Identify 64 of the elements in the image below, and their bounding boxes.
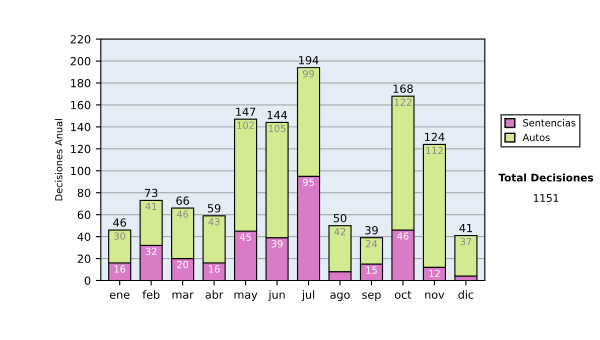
x-tick-label: ago <box>330 292 350 301</box>
total-label: 194 <box>299 56 319 64</box>
text: Total Decisiones <box>498 173 594 182</box>
data-label: 46 <box>176 210 188 218</box>
data-label: 16 <box>208 265 220 273</box>
data-label: 24 <box>366 240 378 248</box>
text: 1151 <box>534 194 558 202</box>
total-label: 41 <box>459 224 472 232</box>
y-tick-label: 140 <box>71 122 90 132</box>
y-tick-label: 100 <box>71 166 90 176</box>
data-label: 39 <box>272 240 283 248</box>
total-label: 39 <box>365 226 378 234</box>
x-tick-label: mar <box>172 292 194 299</box>
data-label: 102 <box>237 122 254 129</box>
x-tick-label: ene <box>110 292 130 299</box>
data-label: 46 <box>397 232 409 240</box>
data-label: 20 <box>177 260 188 268</box>
total-label: 50 <box>334 214 346 222</box>
x-tick-label: jul <box>302 290 314 301</box>
data-label: 37 <box>460 238 472 246</box>
x-tick-label: dic <box>458 290 474 299</box>
total-label: 46 <box>113 218 126 227</box>
y-tick-label: 20 <box>78 254 90 263</box>
total-label: 124 <box>425 132 444 142</box>
y-tick-label: 40 <box>77 232 90 241</box>
x-tick-label: sep <box>362 292 381 301</box>
y-tick-label: 0 <box>84 276 90 285</box>
y-tick-label: 160 <box>71 100 90 110</box>
data-label: 12 <box>429 270 440 277</box>
total-label: 66 <box>176 196 190 205</box>
x-tick-label: may <box>234 292 258 301</box>
data-label: 112 <box>426 146 443 154</box>
data-label: 16 <box>114 265 126 273</box>
y-tick-label: 120 <box>71 144 90 154</box>
data-label: 32 <box>146 248 156 256</box>
total-label: 147 <box>236 108 256 116</box>
data-label: 30 <box>114 232 126 240</box>
x-tick-label: nov <box>425 292 444 299</box>
total-label: 144 <box>268 110 288 120</box>
x-tick-label: abr <box>206 290 224 299</box>
y-tick-label: 80 <box>78 188 90 198</box>
x-tick-label: feb <box>142 290 160 299</box>
data-label: 99 <box>302 70 314 78</box>
data-label: 43 <box>208 218 220 226</box>
data-label: 122 <box>394 98 412 106</box>
y-tick-label: 180 <box>71 78 90 88</box>
x-tick-label: oct <box>394 290 412 299</box>
legend-label: Autos <box>522 134 550 142</box>
y-axis-title: Decisiones Anual <box>54 119 62 200</box>
total-label: 59 <box>208 204 220 213</box>
bar <box>454 234 478 277</box>
legend-label: Sentencias <box>523 118 576 127</box>
y-tick-label: 200 <box>70 57 90 66</box>
total-label: 168 <box>394 84 413 93</box>
total-label: 73 <box>145 188 158 198</box>
data-label: 41 <box>145 202 156 210</box>
data-label: 15 <box>366 266 377 274</box>
data-label: 95 <box>302 178 314 186</box>
x-tick-label: jun <box>268 290 285 301</box>
data-label: 105 <box>268 124 286 132</box>
data-label: 42 <box>334 228 346 236</box>
data-label: 45 <box>240 234 251 241</box>
y-tick-label: 60 <box>78 210 90 220</box>
y-tick-label: 220 <box>70 35 90 44</box>
